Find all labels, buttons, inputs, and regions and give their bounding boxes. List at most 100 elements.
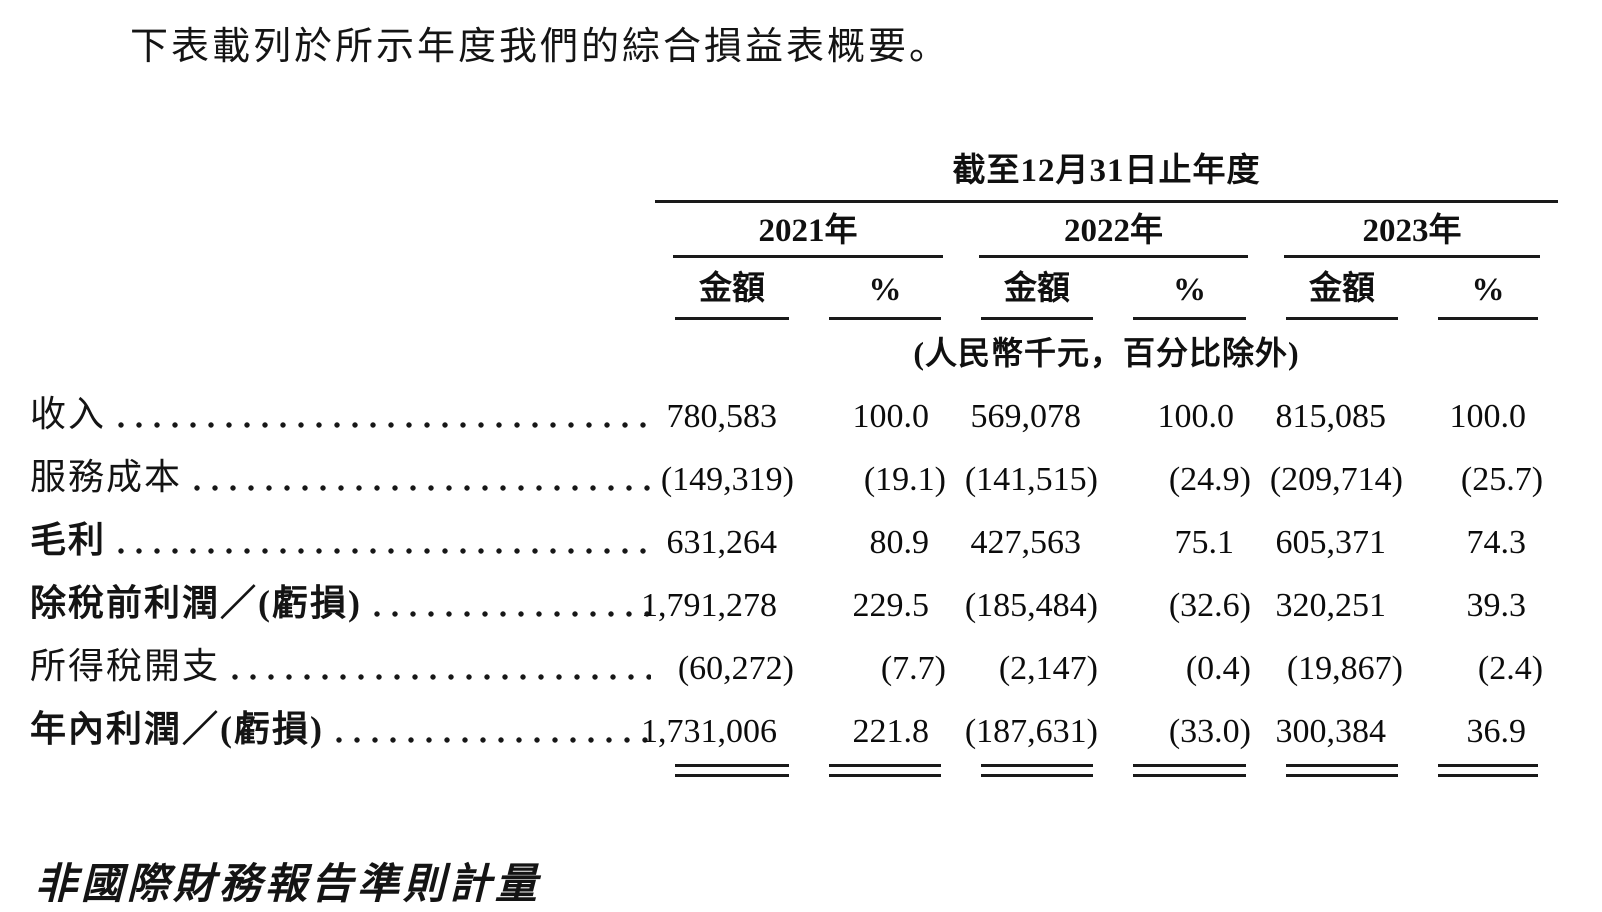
value: (25.7) — [1460, 460, 1544, 498]
dot-leader — [118, 420, 651, 429]
value: 300,384 — [1275, 712, 1387, 750]
section-heading-non-ifrs: 非國際財務報告準則計量 — [35, 861, 542, 908]
value: 100.0 — [1157, 397, 1235, 435]
rule-cell — [1113, 760, 1266, 794]
percent-cell: (0.4) — [1113, 634, 1266, 697]
percent-label: % — [1471, 271, 1505, 308]
subheader-row: 金額 % 金額 % 金額 % — [30, 258, 1558, 320]
row-label: 除稅前利潤／(虧損) — [30, 582, 362, 623]
value: (2,147) — [998, 649, 1098, 687]
year-header-2022: 2022年 — [961, 201, 1266, 258]
unit-note: (人民幣千元，百分比除外) — [655, 320, 1558, 382]
value: (2.4) — [1477, 649, 1544, 687]
value: 1,731,006 — [641, 712, 777, 750]
table-row-revenue: 收入 780,583 100.0 569,078 100.0 815,085 1… — [30, 382, 1558, 445]
value: 1,791,278 — [641, 586, 777, 624]
value: (60,272) — [677, 649, 794, 687]
amount-cell: 300,384 — [1266, 697, 1418, 760]
spacer-cell — [30, 258, 655, 320]
amount-cell: 427,563 — [961, 508, 1113, 571]
value: 569,078 — [970, 397, 1082, 435]
table-row-income-tax-expense: 所得稅開支 (60,272) (7.7) (2,147) (0.4) (19,8… — [30, 634, 1558, 697]
dot-leader — [335, 735, 651, 744]
row-label-cell: 所得稅開支 — [30, 634, 655, 697]
year-underline — [979, 254, 1248, 258]
row-label: 毛利 — [30, 519, 107, 560]
value: (209,714) — [1269, 460, 1403, 498]
row-label: 年內利潤／(虧損) — [30, 708, 324, 749]
value: (19,867) — [1286, 649, 1403, 687]
percent-cell: 36.9 — [1418, 697, 1558, 760]
value: 229.5 — [852, 586, 930, 624]
table-row-profit-before-tax: 除稅前利潤／(虧損) 1,791,278 229.5 (185,484) (32… — [30, 571, 1558, 634]
amount-cell: (19,867) — [1266, 634, 1418, 697]
row-label-cell: 除稅前利潤／(虧損) — [30, 571, 655, 634]
percent-cell: 221.8 — [809, 697, 961, 760]
value: 75.1 — [1174, 523, 1235, 561]
amount-cell: 569,078 — [961, 382, 1113, 445]
amount-cell: (2,147) — [961, 634, 1113, 697]
year-label-2023: 2023年 — [1362, 212, 1462, 249]
percent-cell: (2.4) — [1418, 634, 1558, 697]
year-header-2021: 2021年 — [655, 201, 961, 258]
amount-cell: 1,791,278 — [641, 571, 809, 634]
value: 100.0 — [1449, 397, 1527, 435]
table-row-profit-for-year: 年內利潤／(虧損) 1,731,006 221.8 (187,631) (33.… — [30, 697, 1558, 760]
percent-cell: (32.6) — [1113, 571, 1266, 634]
percent-cell: 100.0 — [1113, 382, 1266, 445]
column-underline — [1133, 316, 1246, 320]
amount-cell: 1,731,006 — [641, 697, 809, 760]
year-underline — [1284, 254, 1541, 258]
percent-cell: (24.9) — [1113, 445, 1266, 508]
percent-cell: (19.1) — [809, 445, 961, 508]
value: (32.6) — [1168, 586, 1251, 624]
value: 320,251 — [1275, 586, 1387, 624]
period-header-row: 截至12月31日止年度 — [30, 142, 1559, 203]
row-label: 收入 — [30, 393, 107, 434]
value: 36.9 — [1466, 712, 1527, 750]
unit-note-row: (人民幣千元，百分比除外) — [30, 320, 1558, 382]
year-label-2022: 2022年 — [1064, 212, 1163, 249]
double-rule — [1286, 763, 1398, 777]
amount-cell: (149,319) — [655, 445, 809, 508]
percent-label: % — [1173, 271, 1206, 308]
value: (24.9) — [1168, 460, 1251, 498]
amount-cell: 631,264 — [655, 508, 809, 571]
dot-leader — [194, 483, 651, 492]
value: (7.7) — [880, 649, 946, 687]
column-underline — [675, 316, 789, 320]
percent-cell: 80.9 — [809, 508, 961, 571]
double-rule — [675, 763, 789, 777]
amount-cell: 605,371 — [1266, 508, 1418, 571]
dot-leader — [373, 609, 651, 618]
double-rule — [1438, 763, 1539, 777]
year-header-row: 2021年 2022年 2023年 — [30, 201, 1558, 258]
value: (187,631) — [964, 712, 1098, 750]
subheader-percent-2021: % — [809, 258, 961, 320]
unit-note-text: (人民幣千元，百分比除外) — [913, 334, 1300, 371]
percent-cell: (7.7) — [809, 634, 961, 697]
value: 74.3 — [1466, 523, 1527, 561]
column-underline — [1438, 316, 1539, 320]
amount-cell: (141,515) — [961, 445, 1113, 508]
year-underline — [673, 254, 943, 258]
column-underline — [981, 316, 1093, 320]
value: 815,085 — [1275, 397, 1387, 435]
value: 100.0 — [852, 397, 930, 435]
percent-cell: (25.7) — [1418, 445, 1558, 508]
percent-cell: 100.0 — [1418, 382, 1558, 445]
spacer-cell — [30, 760, 655, 794]
double-rule — [981, 763, 1093, 777]
percent-cell: 39.3 — [1418, 571, 1558, 634]
intro-paragraph: 下表載列於所示年度我們的綜合損益表概要。 — [130, 26, 951, 68]
percent-cell: 229.5 — [809, 571, 961, 634]
amount-label: 金額 — [699, 270, 765, 307]
row-label-cell: 毛利 — [30, 508, 655, 571]
period-header: 截至12月31日止年度 — [655, 142, 1559, 203]
value: 605,371 — [1275, 523, 1387, 561]
value: 427,563 — [970, 523, 1082, 561]
row-label: 所得稅開支 — [30, 645, 221, 686]
amount-label: 金額 — [1309, 270, 1375, 307]
amount-cell: (185,484) — [961, 571, 1113, 634]
table-row-cost-of-services: 服務成本 (149,319) (19.1) (141,515) (24.9) (… — [30, 445, 1558, 508]
